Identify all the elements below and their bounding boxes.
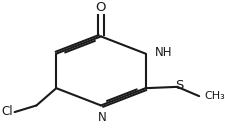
Text: NH: NH: [154, 46, 171, 59]
Text: S: S: [174, 79, 183, 92]
Text: O: O: [95, 1, 106, 14]
Text: Cl: Cl: [1, 105, 13, 118]
Text: N: N: [97, 111, 106, 124]
Text: CH₃: CH₃: [203, 91, 224, 101]
